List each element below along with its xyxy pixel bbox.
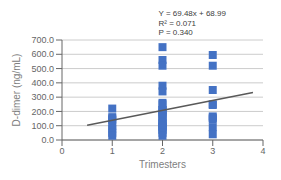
svg-text:700.0: 700.0 xyxy=(31,35,54,45)
svg-text:0: 0 xyxy=(59,146,64,156)
svg-text:Trimesters: Trimesters xyxy=(139,159,186,170)
svg-text:2: 2 xyxy=(160,146,165,156)
svg-text:4: 4 xyxy=(260,146,265,156)
svg-text:D-dimer (ng/mL): D-dimer (ng/mL) xyxy=(11,54,22,127)
svg-text:200.0: 200.0 xyxy=(31,107,54,117)
svg-text:500.0: 500.0 xyxy=(31,64,54,74)
svg-text:3: 3 xyxy=(210,146,215,156)
svg-text:1: 1 xyxy=(110,146,115,156)
html-text:Y = 69.48x + 68.99: Y = 69.48x + 68.99 xyxy=(158,9,226,18)
svg-text:300.0: 300.0 xyxy=(31,92,54,102)
svg-text:100.0: 100.0 xyxy=(31,121,54,131)
svg-text:600.0: 600.0 xyxy=(31,49,54,59)
svg-text:0.0: 0.0 xyxy=(41,135,54,145)
html-text:P = 0.340: P = 0.340 xyxy=(158,28,193,37)
html-text:R² = 0.071: R² = 0.071 xyxy=(158,18,196,28)
svg-text:400.0: 400.0 xyxy=(31,78,54,88)
